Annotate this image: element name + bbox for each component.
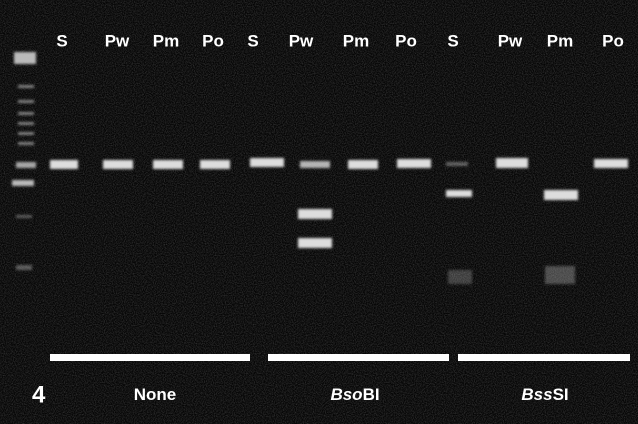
lane-label: Pm [343, 31, 369, 50]
lane-label: S [447, 31, 458, 50]
lane-label: Pw [498, 31, 523, 50]
lane-label: Pm [547, 31, 573, 50]
lane-label: S [56, 31, 67, 50]
group-label: BsoBI [330, 385, 379, 404]
lane-label: Po [602, 31, 624, 50]
lane-label: Po [395, 31, 417, 50]
group-bars [50, 354, 630, 361]
lane-label: Pw [105, 31, 130, 50]
group-label: None [134, 385, 177, 404]
group-label-part: None [134, 385, 177, 404]
figure-number: 4 [32, 381, 46, 408]
lane-label: Pw [289, 31, 314, 50]
lane-label: S [247, 31, 258, 50]
group-label-part: SI [553, 385, 569, 404]
group-label: BssSI [521, 385, 568, 404]
group-label-part: Bso [330, 385, 362, 404]
lane-label: Po [202, 31, 224, 50]
group-label-part: Bss [521, 385, 552, 404]
gel-image: 4 S Pw Pm Po S Pw Pm Po S Pw Pm Po None BsoBI BssSI [0, 0, 638, 424]
group-label-part: BI [363, 385, 380, 404]
lane-label: Pm [153, 31, 179, 50]
